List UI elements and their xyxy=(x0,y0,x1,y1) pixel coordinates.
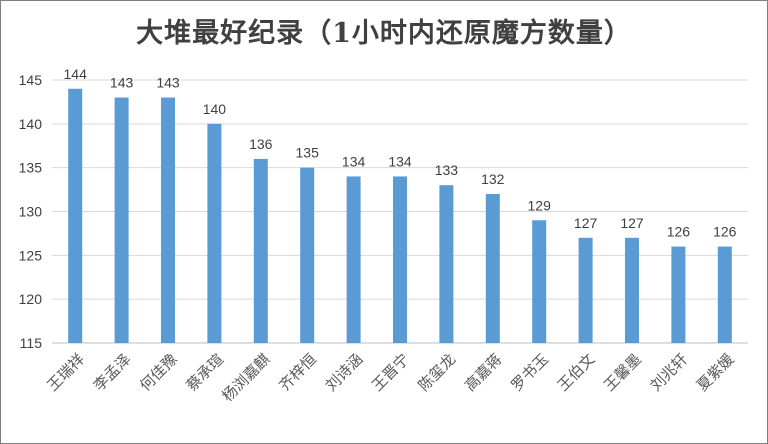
bar xyxy=(346,176,361,343)
y-tick-label: 135 xyxy=(19,160,43,176)
y-axis-ticks: 115 120 125 130 135 140 145 xyxy=(19,72,43,351)
bar xyxy=(161,97,175,344)
x-tick-label: 夏紫媛 xyxy=(693,350,738,395)
data-label: 126 xyxy=(667,224,691,240)
y-tick-label: 115 xyxy=(20,335,43,351)
bar xyxy=(532,220,547,343)
data-label: 129 xyxy=(528,197,552,213)
chart-title: 大堆最好纪录（1小时内还原魔方数量） xyxy=(136,18,632,49)
bar xyxy=(393,176,407,343)
x-tick-label: 王晋宁 xyxy=(368,350,413,395)
data-labels: 144 143 143 140 136 135 134 134 133 132 129 127 127 1… xyxy=(64,66,737,240)
data-label: 136 xyxy=(249,136,273,152)
bar xyxy=(300,167,315,343)
data-label: 134 xyxy=(342,153,366,169)
bar xyxy=(578,237,593,343)
bar xyxy=(207,123,222,343)
x-tick-label: 齐梓恒 xyxy=(275,350,320,395)
x-tick-label: 何佳豫 xyxy=(136,350,181,395)
x-tick-label: 蔡承瑄 xyxy=(183,350,228,395)
data-label: 126 xyxy=(713,224,737,240)
data-label: 132 xyxy=(481,171,505,187)
data-label: 144 xyxy=(64,66,88,82)
x-tick-label: 王伯文 xyxy=(554,350,599,395)
y-tick-label: 145 xyxy=(19,72,43,88)
x-tick-label: 刘兆轩 xyxy=(647,350,692,395)
y-tick-label: 125 xyxy=(19,247,43,263)
bar xyxy=(717,246,732,343)
bar xyxy=(114,97,129,344)
data-label: 127 xyxy=(620,215,644,231)
x-tick-label: 刘诗涵 xyxy=(322,350,367,395)
x-tick-label: 杨浏嘉麒 xyxy=(218,350,273,405)
y-tick-label: 140 xyxy=(19,116,43,132)
data-label: 143 xyxy=(156,75,180,91)
y-tick-label: 120 xyxy=(19,291,43,307)
bar xyxy=(625,237,639,343)
bar xyxy=(68,88,83,344)
x-tick-label: 陈玺龙 xyxy=(415,350,460,395)
bar xyxy=(485,193,500,343)
x-tick-label: 罗书玉 xyxy=(507,350,552,395)
y-tick-label: 130 xyxy=(19,204,43,220)
x-tick-label: 李孟泽 xyxy=(90,350,135,395)
data-label: 143 xyxy=(110,75,134,91)
x-tick-label: 高嘉蒋 xyxy=(461,350,506,395)
bar xyxy=(253,158,268,343)
bars xyxy=(68,88,732,344)
data-label: 140 xyxy=(203,101,227,117)
data-label: 127 xyxy=(574,215,598,231)
bar xyxy=(671,246,686,343)
bar xyxy=(439,185,454,343)
data-label: 134 xyxy=(388,153,412,169)
x-tick-label: 王馨墨 xyxy=(600,350,645,395)
data-label: 135 xyxy=(296,145,320,161)
x-tick-label: 王瑞祥 xyxy=(43,350,88,395)
data-label: 133 xyxy=(435,162,459,178)
